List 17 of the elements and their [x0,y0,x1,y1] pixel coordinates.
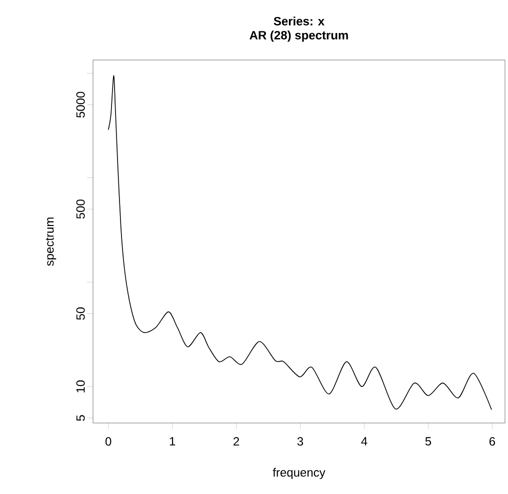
y-axis-title: spectrum [46,218,56,266]
y-tick-label: 5000 [76,92,85,118]
chart-subtitle: AR (28) spectrum [250,30,348,42]
y-tick-label: 500 [76,200,85,219]
x-tick-label: 2 [234,437,240,446]
x-tick-label: 0 [105,437,112,446]
y-tick-label: 50 [76,307,85,320]
x-tick-label: 5 [425,437,432,446]
x-tick-label: 3 [297,437,304,446]
line-series [108,75,492,410]
x-tick-label: 1 [170,437,176,446]
y-tick-label: 5 [76,415,85,421]
x-axis-title: frequency [272,468,326,480]
y-tick-label: 10 [76,380,85,392]
x-tick-label: 6 [489,437,496,446]
x-tick-label: 4 [361,437,368,446]
chart-title: Series: x [274,16,324,26]
